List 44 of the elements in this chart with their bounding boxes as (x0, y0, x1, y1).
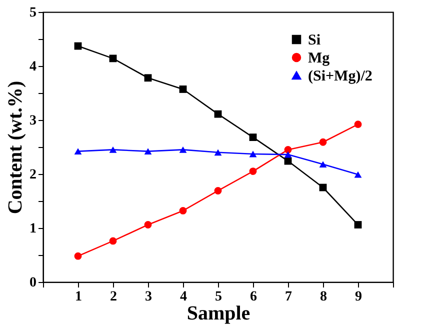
point (319, 138, 327, 146)
point (354, 171, 362, 178)
y-tick-label: 4 (30, 60, 36, 74)
point (179, 146, 187, 153)
x-axis-title: Sample (186, 302, 250, 324)
x-tick-label: 2 (110, 290, 117, 304)
y-tick-label: 0 (30, 276, 36, 290)
point (249, 150, 257, 158)
point (354, 221, 362, 228)
point (144, 74, 152, 82)
point (249, 168, 257, 175)
x-tick-label: 1 (75, 290, 82, 304)
x-tick-label: 3 (145, 290, 152, 304)
y-tick-label: 5 (30, 6, 36, 20)
point (214, 149, 222, 156)
y-tick-label: 2 (30, 168, 36, 182)
point (284, 146, 292, 154)
legend-label: Si (308, 32, 321, 48)
legend-label: (Si+Mg)/2 (308, 68, 372, 84)
point (109, 54, 117, 62)
point (144, 148, 152, 155)
x-tick-label: 5 (215, 290, 222, 304)
x-tick-label: 6 (250, 290, 257, 304)
point (74, 148, 82, 155)
point (214, 110, 222, 118)
point (109, 146, 117, 153)
x-tick-label: 8 (320, 290, 327, 304)
x-tick-label: 9 (355, 290, 362, 304)
point (354, 120, 362, 128)
point (74, 252, 82, 260)
x-tick-label: 4 (180, 290, 187, 304)
legend-label: Mg (308, 50, 330, 66)
point (214, 187, 222, 194)
point (179, 207, 187, 214)
point (319, 161, 327, 168)
point (144, 221, 152, 228)
point (109, 237, 117, 245)
y-tick-label: 1 (30, 222, 36, 236)
y-tick-label: 3 (30, 114, 36, 128)
x-tick-label: 7 (285, 290, 292, 304)
point (249, 134, 257, 141)
point (284, 151, 292, 158)
point (179, 86, 187, 93)
y-axis-title: Content (wt.%) (4, 80, 26, 214)
